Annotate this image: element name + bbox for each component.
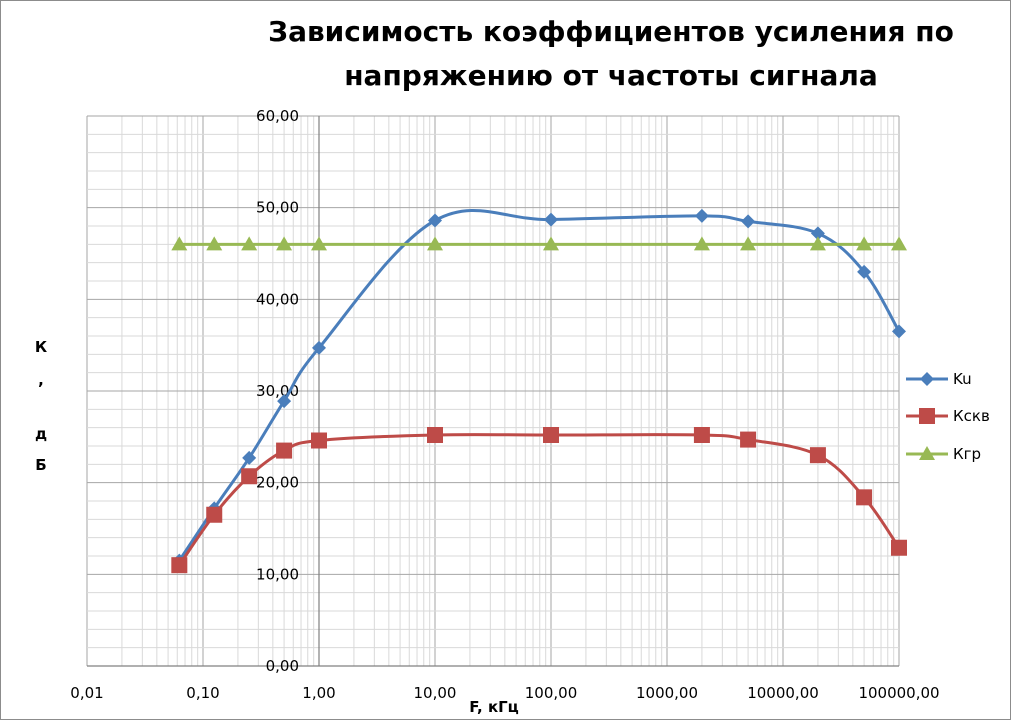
legend-item-ku: Ku: [906, 370, 972, 388]
data-point-kskv: [427, 427, 443, 443]
data-point-ku: [312, 340, 326, 355]
data-point-kgr: [311, 236, 327, 251]
data-point-kskv: [311, 432, 327, 449]
y-axis-title-char: Б: [35, 456, 46, 474]
legend-item-kskv: Кскв: [906, 407, 990, 425]
chart-title-line-2: напряжению от частоты сигнала: [344, 59, 878, 92]
data-point-kskv: [740, 431, 757, 448]
legend-marker-kgr: [919, 446, 935, 460]
data-point-kgr: [276, 236, 293, 251]
legend-item-kgr: Кгр: [906, 445, 981, 463]
data-point-kskv: [809, 447, 826, 464]
data-point-ku: [694, 208, 709, 223]
data-point-kgr: [427, 236, 443, 251]
x-tick-label: 10000,00: [747, 684, 819, 702]
legend: Ku Кскв Кгр: [906, 370, 990, 463]
x-tick-label: 100,00: [525, 684, 578, 702]
data-point-kskv: [171, 557, 188, 574]
legend-label-kskv: Кскв: [953, 407, 990, 425]
y-axis-title: К , д Б: [35, 338, 48, 474]
data-point-kgr: [809, 236, 826, 251]
data-point-kskv: [891, 539, 907, 556]
chart-title-line-1: Зависимость коэффициентов усиления по: [268, 15, 954, 48]
data-point-kgr: [543, 236, 559, 251]
data-point-ku: [810, 226, 825, 241]
data-point-ku: [544, 212, 558, 227]
y-tick-label: 10,00: [256, 565, 299, 583]
data-point-ku: [741, 214, 756, 229]
y-tick-label: 60,00: [256, 107, 299, 125]
y-axis-title-char: ,: [38, 371, 44, 389]
legend-marker-ku: [920, 372, 934, 386]
y-axis-title-char: д: [35, 425, 47, 443]
data-point-ku: [892, 324, 906, 339]
legend-label-kgr: Кгр: [953, 445, 981, 463]
data-point-kgr: [856, 236, 873, 251]
data-point-kgr: [740, 236, 757, 251]
tick-labels: 0,01 0,10 1,00 10,00 100,00 1000,00 10000,00 10…: [70, 107, 939, 702]
grid: [86, 115, 900, 667]
legend-label-ku: Ku: [953, 370, 972, 388]
data-point-ku: [857, 264, 872, 279]
data-point-ku: [242, 450, 257, 465]
x-tick-label: 1000,00: [636, 684, 698, 702]
data-point-kgr: [693, 236, 710, 251]
data-point-kgr: [171, 236, 188, 251]
axes: [87, 116, 899, 667]
data-point-kskv: [856, 489, 873, 506]
data-point-kskv: [693, 427, 710, 443]
legend-marker-kskv: [919, 408, 935, 424]
x-tick-label: 0,01: [70, 684, 103, 702]
data-point-kskv: [276, 442, 293, 459]
x-tick-label: 0,10: [186, 684, 219, 702]
x-tick-label: 10,00: [414, 684, 457, 702]
y-tick-label: 40,00: [256, 290, 299, 308]
data-point-kskv: [543, 427, 559, 443]
data-point-kgr: [891, 236, 907, 251]
data-point-kgr: [206, 236, 223, 251]
x-tick-label: 1,00: [302, 684, 335, 702]
y-tick-label: 50,00: [256, 199, 299, 217]
series: [171, 208, 907, 574]
data-point-kgr: [241, 236, 258, 251]
y-tick-label: 20,00: [256, 474, 299, 492]
x-axis-title: F, кГц: [469, 698, 519, 716]
data-point-kskv: [241, 468, 258, 485]
data-point-kskv: [206, 506, 223, 523]
y-tick-label: 0,00: [266, 657, 299, 675]
data-point-ku: [277, 394, 292, 409]
data-point-ku: [428, 213, 442, 228]
x-tick-label: 100000,00: [858, 684, 939, 702]
y-axis-title-char: К: [35, 338, 48, 356]
